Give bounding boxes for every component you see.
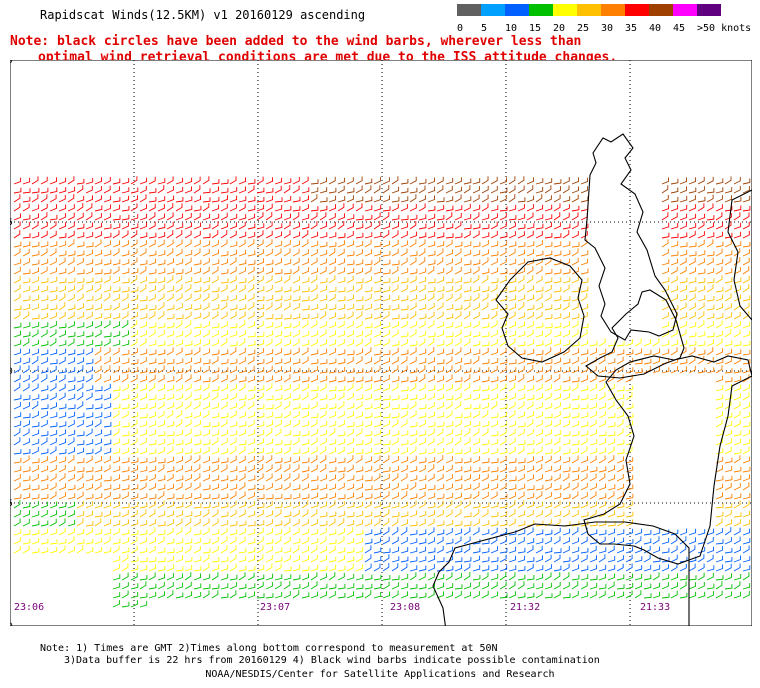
legend-swatch	[481, 4, 505, 16]
legend-swatch	[553, 4, 577, 16]
scotland-coast	[584, 133, 678, 341]
legend-label: 25	[577, 23, 589, 34]
norway-coast	[727, 189, 752, 321]
time-label: 23:08	[390, 602, 420, 613]
legend-swatch	[505, 4, 529, 16]
legend-swatch	[577, 4, 601, 16]
france-coast	[583, 355, 752, 565]
england-coast	[585, 289, 685, 379]
time-label: 23:06	[14, 602, 44, 613]
legend-label: >50 knots	[697, 23, 751, 34]
legend-label: 15	[529, 23, 541, 34]
legend-label: 45	[673, 23, 685, 34]
legend-label: 5	[481, 23, 487, 34]
coastline	[432, 133, 752, 626]
wind-map: 6055504540-30-25-20-15-10-5023:0623:0723…	[10, 60, 752, 626]
map-title: Rapidscat Winds(12.5KM) v1 20160129 asce…	[40, 8, 366, 22]
map-labels: 6055504540-30-25-20-15-10-5023:0623:0723…	[10, 60, 670, 626]
lat-label: 50	[10, 367, 13, 377]
wind-barb-field	[13, 176, 751, 608]
legend-colorbar: 0 5 10 15 20 25 30 35 40 45 >50 knots	[457, 4, 751, 34]
time-label: 21:32	[510, 602, 540, 613]
footer-note-1: Note: 1) Times are GMT 2)Times along bot…	[40, 643, 498, 654]
lat-label: 40	[10, 622, 13, 626]
legend-swatch	[625, 4, 649, 16]
legend-label: 0	[457, 23, 463, 34]
legend-label: 40	[649, 23, 661, 34]
iberia-coast	[432, 521, 690, 626]
time-label: 23:07	[260, 602, 290, 613]
footer-note-2: 3)Data buffer is 22 hrs from 20160129 4)…	[64, 655, 600, 666]
time-label: 21:33	[640, 602, 670, 613]
legend-swatch	[649, 4, 673, 16]
legend-swatch	[457, 4, 481, 16]
legend-label: 30	[601, 23, 613, 34]
legend-label: 35	[625, 23, 637, 34]
ireland-coast	[495, 257, 585, 363]
note-line-1: Note: black circles have been added to t…	[10, 34, 582, 49]
legend-swatch	[529, 4, 553, 16]
legend-swatch	[697, 4, 721, 16]
legend-label: 10	[505, 23, 517, 34]
lat-label: 45	[10, 499, 13, 509]
legend-swatch	[673, 4, 697, 16]
footer-credit: NOAA/NESDIS/Center for Satellite Applica…	[205, 669, 555, 680]
lat-label: 55	[10, 218, 13, 228]
legend-swatch	[601, 4, 625, 16]
legend-label: 20	[553, 23, 565, 34]
wind-speed-legend: 0 5 10 15 20 25 30 35 40 45 >50 knots	[455, 4, 755, 34]
lat-label: 60	[10, 60, 13, 66]
